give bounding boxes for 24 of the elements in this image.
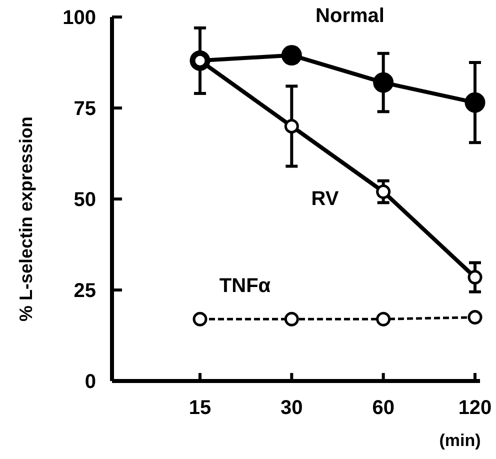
point xyxy=(284,118,299,134)
point xyxy=(281,44,302,66)
x-axis-title: (min) xyxy=(439,431,481,450)
x-tick-label: 15 xyxy=(188,397,212,419)
y-tick-label: 25 xyxy=(74,280,96,302)
y-tick-label: 75 xyxy=(74,98,96,120)
point xyxy=(192,312,208,326)
x-tick-label: 120 xyxy=(458,397,492,419)
series-label: Normal xyxy=(316,5,384,27)
point xyxy=(468,270,482,285)
point xyxy=(373,72,394,93)
point xyxy=(376,184,391,199)
series-label: TNFα xyxy=(219,275,272,297)
y-tick-label: 50 xyxy=(74,189,96,211)
x-tick-label: 60 xyxy=(372,397,394,419)
y-tick-label: 100 xyxy=(62,7,96,29)
point xyxy=(284,312,299,326)
series-label: RV xyxy=(311,188,340,210)
y-axis-title: % L-selectin expression xyxy=(16,116,36,322)
x-tick-label: 30 xyxy=(280,397,303,419)
point xyxy=(376,312,391,326)
point xyxy=(464,92,486,113)
y-tick-label: 0 xyxy=(84,371,96,393)
point xyxy=(468,310,482,325)
